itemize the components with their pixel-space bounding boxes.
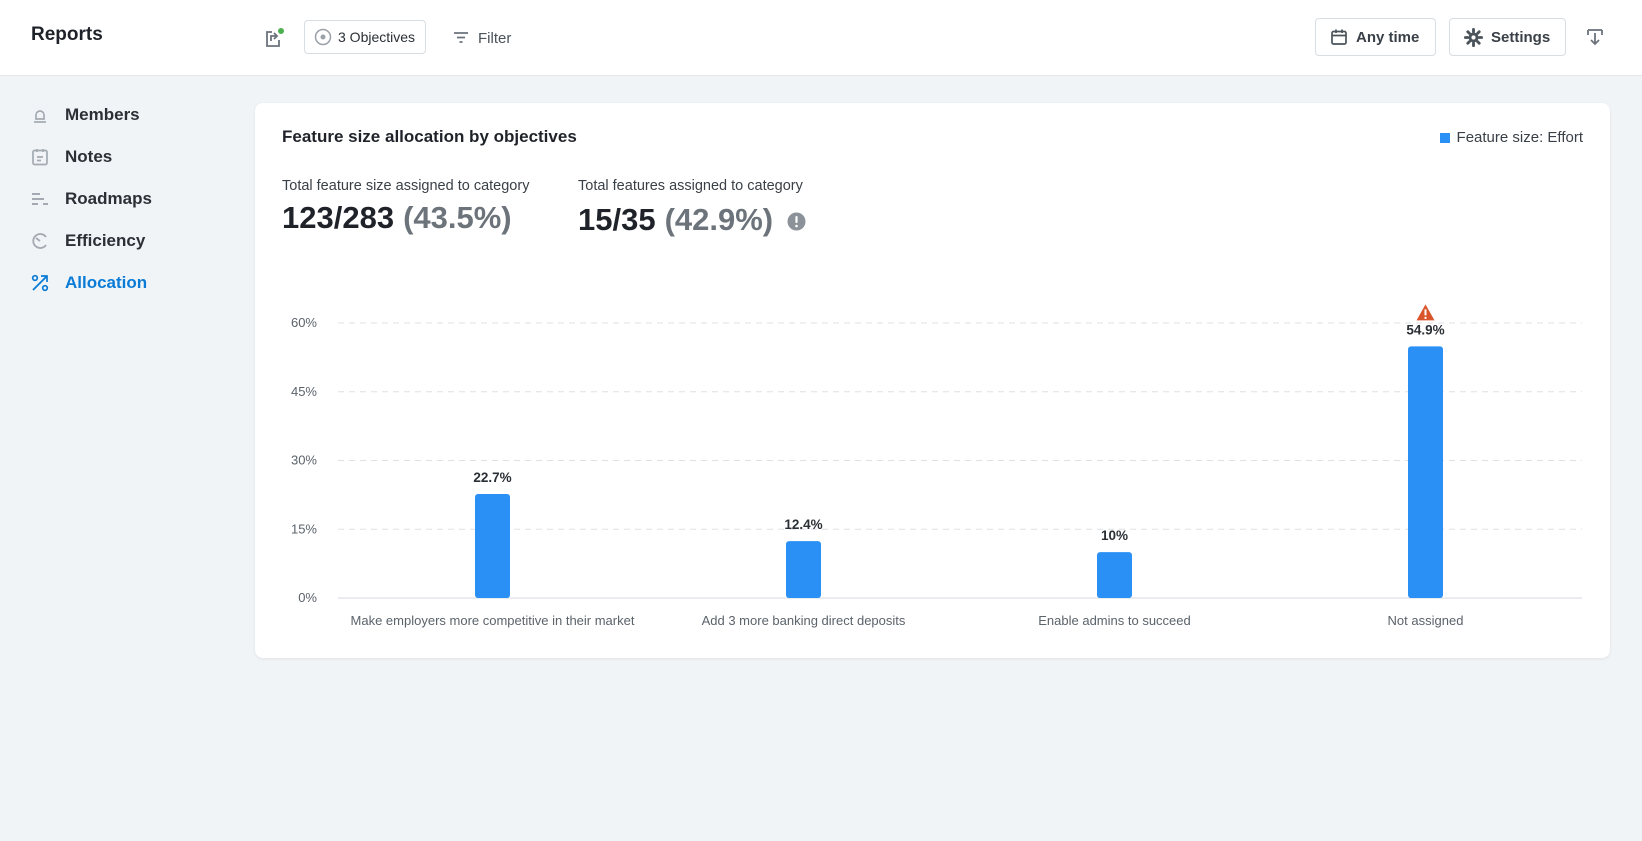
allocation-card: Feature size allocation by objectives Fe… xyxy=(255,103,1610,658)
roadmaps-icon xyxy=(29,188,51,210)
stat-ratio: 15/35 xyxy=(578,201,656,237)
sidebar-item-members[interactable]: Members xyxy=(29,104,140,126)
objectives-label: 3 Objectives xyxy=(338,29,416,45)
legend-label: Feature size: Effort xyxy=(1456,129,1583,146)
chart-legend: Feature size: Effort xyxy=(1439,129,1583,146)
stat-feature-size: Total feature size assigned to category … xyxy=(282,178,529,236)
data-label: 22.7% xyxy=(473,470,511,485)
chart-bar xyxy=(475,493,510,598)
stat-value: 15/35 (42.9%) xyxy=(578,200,806,239)
card-title: Feature size allocation by objectives xyxy=(282,127,577,146)
share-button[interactable] xyxy=(262,26,286,50)
top-bar: Reports 3 Objectives Filter Any time xyxy=(0,0,1642,76)
allocation-icon xyxy=(29,272,51,294)
sidebar-item-label: Notes xyxy=(65,147,113,166)
stat-ratio: 123/283 xyxy=(282,200,395,235)
gear-icon xyxy=(1464,27,1483,47)
legend-swatch xyxy=(1439,132,1450,143)
sidebar-item-label: Allocation xyxy=(65,273,148,292)
stat-label: Total features assigned to category xyxy=(578,178,803,194)
sidebar-item-label: Roadmaps xyxy=(65,189,152,208)
sidebar-item-label: Efficiency xyxy=(65,231,146,250)
download-icon xyxy=(1587,29,1603,46)
objectives-button[interactable]: 3 Objectives xyxy=(304,20,426,54)
info-icon[interactable] xyxy=(787,203,806,239)
allocation-bar-chart: 0% 15% 30% 45% 60% 22.7% Make employers more c… xyxy=(291,304,1582,628)
settings-label: Settings xyxy=(1491,28,1551,46)
data-label: 12.4% xyxy=(784,517,822,532)
sidebar-item-efficiency[interactable]: Efficiency xyxy=(29,230,145,252)
sidebar-item-roadmaps[interactable]: Roadmaps xyxy=(29,188,152,210)
stat-label: Total feature size assigned to category xyxy=(282,178,530,194)
share-icon xyxy=(266,28,284,47)
y-tick-label: 45% xyxy=(291,384,317,399)
export-button[interactable] xyxy=(1583,25,1607,49)
data-label: 10% xyxy=(1101,528,1128,543)
filter-icon xyxy=(454,32,468,43)
stat-percent: (43.5%) xyxy=(403,200,512,235)
y-tick-label: 60% xyxy=(291,315,317,330)
data-label: 54.9% xyxy=(1406,322,1444,337)
filter-button[interactable]: Filter xyxy=(452,27,511,49)
sidebar-item-label: Members xyxy=(65,105,140,124)
x-tick-label: Enable admins to succeed xyxy=(1038,613,1190,628)
filter-label: Filter xyxy=(478,29,512,47)
x-tick-label: Not assigned xyxy=(1388,613,1464,628)
stat-percent: (42.9%) xyxy=(664,201,774,237)
time-range-button[interactable]: Any time xyxy=(1315,18,1436,56)
stat-features-count: Total features assigned to category 15/3… xyxy=(578,178,806,239)
settings-button[interactable]: Settings xyxy=(1449,18,1566,56)
chart-bar xyxy=(786,541,821,598)
target-icon xyxy=(314,28,332,46)
sidebar-item-allocation[interactable]: Allocation xyxy=(29,272,147,294)
warning-icon-mark xyxy=(1424,309,1427,316)
stat-value: 123/283 (43.5%) xyxy=(282,200,529,236)
chart-bar xyxy=(1408,346,1443,598)
y-tick-label: 15% xyxy=(291,521,317,536)
calendar-icon xyxy=(1331,29,1347,45)
y-tick-label: 0% xyxy=(298,590,317,605)
notes-icon xyxy=(29,146,51,168)
chart-bar xyxy=(1097,552,1132,598)
page-title: Reports xyxy=(31,24,103,45)
efficiency-icon xyxy=(29,230,51,252)
x-tick-label: Add 3 more banking direct deposits xyxy=(702,613,906,628)
x-tick-label: Make employers more competitive in their… xyxy=(351,613,635,628)
warning-icon-dot xyxy=(1424,316,1427,319)
y-tick-label: 30% xyxy=(291,453,317,468)
time-range-label: Any time xyxy=(1356,28,1420,46)
members-icon xyxy=(29,104,51,126)
sidebar-item-notes[interactable]: Notes xyxy=(29,146,112,168)
